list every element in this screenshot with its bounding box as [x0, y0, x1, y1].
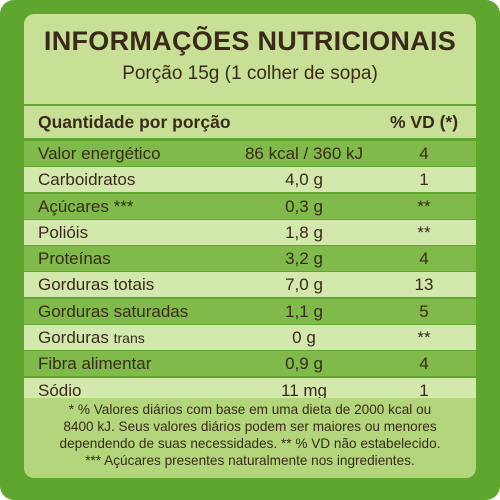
nutrient-name: Açúcares *** — [38, 196, 134, 216]
daily-value: ** — [417, 222, 431, 242]
daily-value: 4 — [419, 249, 429, 269]
footnote: * % Valores diários com base em uma diet… — [24, 398, 476, 478]
table-row: Gorduras totais 7,0 g 13 — [24, 272, 476, 298]
amount: 0 g — [292, 328, 316, 348]
table-row: Açúcares *** 0,3 g ** — [24, 193, 476, 219]
nutrient-name: Polióis — [38, 222, 89, 242]
amount: 86 kcal / 360 kJ — [244, 144, 364, 163]
nutrient-name: Fibra alimentar — [38, 354, 152, 374]
daily-value: 13 — [414, 275, 434, 295]
footnote-line: * % Valores diários com base em uma diet… — [68, 402, 432, 417]
amount: 0,3 g — [285, 196, 323, 216]
nutrient-cell: Gorduras trans — [38, 325, 145, 351]
nutrient-qualifier: trans — [113, 330, 145, 347]
table-row: Valor energético 86 kcal / 360 kJ 4 — [24, 141, 476, 166]
amount: 1,8 g — [285, 222, 323, 242]
table: Quantidade por porção % VD (*) Valor ene… — [24, 106, 476, 404]
footnote-line: 8400 kJ. Seus valores diários podem ser … — [63, 419, 437, 434]
footnote-line: dependendo de suas necessidades. ** % VD… — [59, 436, 441, 451]
nutrient-cell: Açúcares *** — [38, 194, 133, 219]
nutrient-cell: Gorduras totais — [38, 272, 154, 297]
column-header: Quantidade por porção — [38, 112, 231, 132]
nutrient-cell: Fibra alimentar — [38, 351, 151, 376]
nutrient-name: Gorduras totais — [38, 275, 155, 295]
amount: 4,0 g — [285, 170, 323, 190]
daily-value: ** — [417, 196, 431, 216]
header: INFORMAÇÕES NUTRICIONAIS Porção 15g (1 c… — [24, 14, 476, 104]
nutrient-cell: Valor energético — [38, 141, 161, 166]
table-row: Carboidratos 4,0 g 1 — [24, 167, 476, 193]
nutrient-cell: Sódio — [38, 378, 81, 403]
table-row: Fibra alimentar 0,9 g 4 — [24, 351, 476, 377]
title: INFORMAÇÕES NUTRICIONAIS — [43, 26, 457, 56]
daily-value: 5 — [419, 301, 429, 321]
amount: 11 mg — [281, 380, 327, 400]
table-row: Gorduras saturadas 1,1 g 5 — [24, 298, 476, 324]
table-header: Quantidade por porção % VD (*) — [24, 106, 476, 138]
amount: 1,1 g — [285, 301, 323, 321]
nutrient-cell: Carboidratos — [38, 167, 135, 192]
amount: 0,9 g — [285, 354, 323, 374]
amount: 7,0 g — [285, 275, 323, 295]
nutrient-name: Gorduras saturadas — [38, 301, 189, 321]
nutrient-cell: Polióis — [38, 220, 88, 245]
nutrient-name: Carboidratos — [38, 170, 136, 190]
table-row: Gorduras trans 0 g ** — [24, 325, 476, 351]
daily-value: 4 — [419, 144, 429, 163]
daily-value: ** — [417, 328, 431, 348]
table-row: Polióis 1,8 g ** — [24, 219, 476, 245]
daily-value: 1 — [419, 380, 429, 400]
portion: Porção 15g (1 colher de sopa) — [122, 63, 378, 84]
table-row: Proteínas 3,2 g 4 — [24, 246, 476, 272]
amount: 3,2 g — [285, 249, 323, 269]
footnote-line: *** Açúcares presentes naturalmente nos … — [85, 453, 415, 468]
column-header: % VD (*) — [389, 112, 459, 132]
nutrient-cell: Proteínas — [38, 246, 111, 271]
nutrient-name: Proteínas — [38, 249, 111, 269]
daily-value: 1 — [419, 170, 429, 190]
nutrient-name: Sódio — [38, 380, 82, 400]
nutrient-name: Gorduras — [38, 328, 109, 348]
nutrient-name: Valor energético — [38, 144, 161, 163]
daily-value: 4 — [419, 354, 429, 374]
nutrient-cell: Gorduras saturadas — [38, 299, 188, 324]
